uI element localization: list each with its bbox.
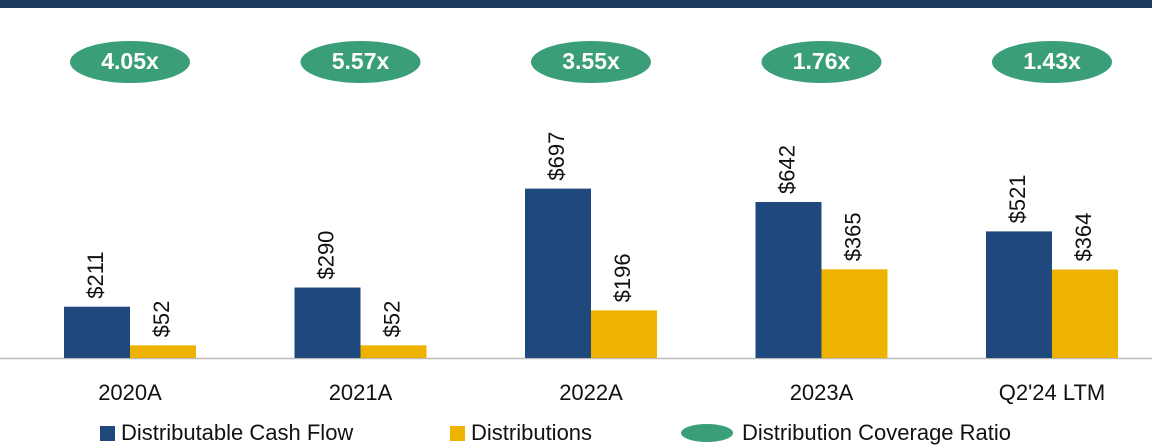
x-tick-label: 2020A xyxy=(98,380,162,405)
bar xyxy=(130,345,196,358)
bar xyxy=(986,231,1052,358)
ratio-badge xyxy=(70,41,190,83)
ratio-label: 3.55x xyxy=(562,48,620,74)
ratio-label: 4.05x xyxy=(101,48,159,74)
bar xyxy=(821,269,888,358)
value-label: $290 xyxy=(313,231,338,280)
legend-swatch xyxy=(100,426,115,441)
bar xyxy=(64,306,130,358)
bar xyxy=(755,201,822,358)
ratio-badge xyxy=(531,41,651,83)
value-label: $697 xyxy=(544,132,569,181)
top-rule xyxy=(0,0,1152,8)
bar xyxy=(294,287,361,358)
value-label: $211 xyxy=(83,251,108,298)
x-tick-label: Q2'24 LTM xyxy=(999,380,1106,405)
value-label: $364 xyxy=(1071,213,1096,262)
value-label: $365 xyxy=(840,212,865,261)
bar xyxy=(591,310,657,358)
legend-swatch xyxy=(681,424,733,442)
ratio-badge xyxy=(300,41,421,83)
x-tick-label: 2022A xyxy=(559,380,623,405)
value-label: $642 xyxy=(774,145,799,194)
legend-label: Distribution Coverage Ratio xyxy=(742,420,1011,445)
value-label: $196 xyxy=(610,253,635,302)
ratio-badge xyxy=(761,41,882,83)
legend-label: Distributable Cash Flow xyxy=(121,420,353,445)
x-tick-label: 2023A xyxy=(790,380,854,405)
value-label: $521 xyxy=(1005,174,1030,223)
bar xyxy=(1052,269,1118,358)
legend-label: Distributions xyxy=(471,420,592,445)
value-label: $52 xyxy=(379,301,404,338)
ratio-label: 5.57x xyxy=(332,48,390,74)
ratio-label: 1.76x xyxy=(793,48,851,74)
x-tick-label: 2021A xyxy=(329,380,393,405)
ratio-label: 1.43x xyxy=(1023,48,1081,74)
value-label: $52 xyxy=(149,301,174,338)
bar xyxy=(360,345,427,358)
ratio-badge xyxy=(992,41,1112,83)
legend-swatch xyxy=(450,426,465,441)
bar xyxy=(525,188,591,358)
